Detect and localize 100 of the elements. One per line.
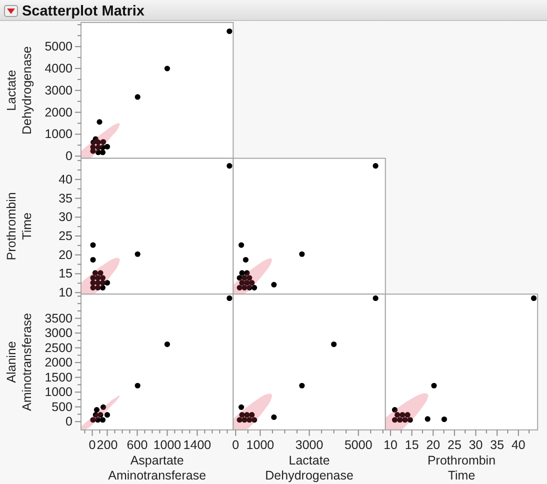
y-tick-label: 0 [66, 149, 73, 164]
point [431, 382, 437, 388]
x-tick-label: 40 [511, 438, 526, 452]
x-tick-label: 3000 [295, 438, 324, 452]
y-tick-label: 10 [58, 286, 73, 300]
point [239, 412, 245, 418]
point [238, 242, 244, 248]
point [246, 417, 252, 423]
point [249, 280, 255, 286]
point [271, 414, 277, 420]
point [249, 412, 255, 418]
point [95, 280, 101, 286]
point [299, 251, 305, 257]
point [226, 163, 232, 169]
point [244, 412, 250, 418]
x-tick-label: 5000 [344, 438, 372, 452]
point [92, 136, 98, 142]
point [271, 282, 277, 288]
chart-title: Scatterplot Matrix [22, 4, 144, 20]
y-tick-label: 1000 [44, 385, 73, 400]
x-tick-label: 10 [384, 438, 398, 452]
point [100, 284, 106, 290]
point [397, 417, 403, 423]
point [239, 280, 245, 286]
x-tick-label: 0 [88, 438, 96, 452]
point [236, 417, 242, 423]
point [246, 275, 252, 281]
y-tick-label: 4000 [44, 61, 73, 76]
point [104, 412, 110, 418]
point [90, 275, 96, 281]
x-tick-label: 0 [232, 438, 240, 452]
point [400, 412, 406, 418]
point [392, 417, 398, 423]
point [94, 407, 100, 413]
x-tick-label: 25 [448, 438, 462, 452]
y-tick-label: 500 [52, 400, 73, 414]
point [100, 417, 106, 423]
point [331, 341, 337, 348]
point [226, 28, 232, 34]
point [134, 251, 140, 257]
point [134, 94, 140, 100]
point [404, 412, 410, 418]
point [164, 341, 170, 348]
x-tick-label: 1000 [246, 438, 274, 452]
point [299, 382, 305, 388]
point [238, 404, 244, 410]
x-tick-label: 600 [126, 438, 148, 452]
point [104, 144, 110, 150]
point [90, 242, 96, 248]
point [252, 284, 258, 290]
x-tick-label: 35 [490, 438, 504, 452]
point [98, 270, 104, 276]
y-axis-title: Prothrombin Time [4, 192, 34, 260]
y-tick-label: 3000 [44, 326, 73, 340]
y-tick-label: 0 [66, 414, 73, 429]
point [164, 66, 170, 72]
point [92, 270, 98, 276]
point [239, 270, 245, 276]
x-tick-label: 30 [468, 438, 483, 452]
point [424, 416, 430, 422]
point [92, 412, 98, 418]
y-axis-title: Lactate Dehydrogenase [4, 46, 34, 135]
y-tick-label: 2000 [44, 105, 73, 120]
point [252, 417, 258, 423]
y-tick-label: 2500 [44, 340, 73, 355]
point [402, 417, 408, 423]
point [236, 284, 242, 290]
y-axis-title: Alanine Aminotransferase [4, 312, 34, 411]
x-tick-label: 1000 [153, 438, 182, 452]
point [394, 412, 400, 418]
y-tick-label: 25 [58, 229, 73, 244]
x-axis-title: Prothrombin Time [427, 454, 496, 483]
point [242, 256, 249, 263]
point [95, 275, 101, 281]
point [90, 417, 96, 423]
y-tick-label: 30 [58, 210, 73, 224]
y-tick-label: 1500 [44, 370, 73, 384]
x-axis-title: Lactate Dehydrogenase [265, 454, 354, 483]
y-tick-label: 3000 [44, 83, 73, 98]
point [244, 270, 250, 276]
point [226, 295, 232, 302]
point [242, 417, 248, 423]
x-tick-label: 200 [96, 438, 118, 452]
point [242, 284, 248, 290]
point [90, 144, 96, 150]
point [100, 404, 106, 410]
point [96, 119, 102, 125]
x-tick-label: 1400 [183, 438, 212, 452]
point [100, 275, 106, 281]
y-tick-label: 1000 [44, 127, 73, 142]
point [134, 382, 140, 388]
point [441, 416, 448, 422]
point [100, 139, 106, 145]
x-tick-label: 20 [426, 438, 440, 452]
point [236, 275, 242, 281]
point [242, 275, 248, 281]
point [90, 280, 96, 286]
x-tick-label: 15 [404, 438, 419, 452]
point [246, 284, 252, 290]
point [407, 417, 413, 423]
